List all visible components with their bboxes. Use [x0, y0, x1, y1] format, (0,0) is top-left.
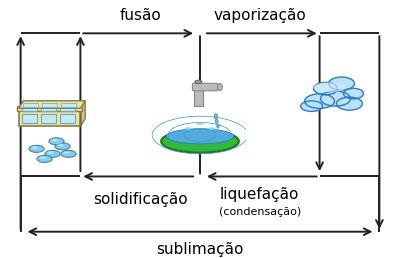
Ellipse shape [29, 145, 44, 152]
Text: (condensação): (condensação) [219, 207, 301, 217]
Ellipse shape [64, 151, 70, 154]
Ellipse shape [314, 82, 338, 95]
Ellipse shape [217, 124, 219, 128]
Ellipse shape [195, 80, 202, 83]
Ellipse shape [166, 129, 234, 144]
Bar [42, 102, 57, 107]
Ellipse shape [218, 84, 222, 91]
Ellipse shape [344, 88, 364, 99]
Bar [194, 85, 203, 106]
Ellipse shape [61, 150, 76, 157]
Ellipse shape [301, 101, 322, 111]
Bar [60, 102, 75, 111]
FancyBboxPatch shape [19, 108, 80, 126]
Bar [22, 114, 37, 123]
FancyBboxPatch shape [17, 106, 82, 111]
Ellipse shape [45, 150, 60, 157]
Bar [22, 102, 37, 111]
Ellipse shape [55, 143, 70, 150]
Ellipse shape [184, 127, 192, 130]
Text: solidificação: solidificação [93, 191, 188, 207]
Ellipse shape [214, 114, 218, 119]
Ellipse shape [58, 144, 64, 146]
Ellipse shape [49, 138, 64, 145]
Ellipse shape [37, 155, 52, 162]
Ellipse shape [40, 156, 46, 159]
Text: liquefação: liquefação [220, 187, 300, 201]
Polygon shape [19, 101, 85, 108]
Ellipse shape [52, 139, 58, 141]
Bar [61, 102, 76, 107]
Bar [60, 114, 75, 123]
Ellipse shape [196, 122, 204, 125]
Ellipse shape [161, 130, 239, 153]
FancyBboxPatch shape [192, 83, 218, 91]
Ellipse shape [314, 82, 346, 92]
Ellipse shape [32, 146, 38, 149]
Text: vaporização: vaporização [214, 8, 306, 23]
Ellipse shape [320, 91, 350, 106]
Ellipse shape [215, 119, 218, 124]
Ellipse shape [336, 97, 362, 110]
Text: fusão: fusão [119, 8, 161, 23]
Ellipse shape [48, 151, 54, 154]
Bar [23, 102, 38, 107]
Ellipse shape [305, 94, 334, 108]
Text: sublimação: sublimação [156, 242, 244, 257]
Bar [41, 114, 56, 123]
Bar [41, 102, 56, 111]
Polygon shape [80, 101, 85, 126]
Ellipse shape [328, 77, 354, 90]
Ellipse shape [208, 127, 216, 130]
